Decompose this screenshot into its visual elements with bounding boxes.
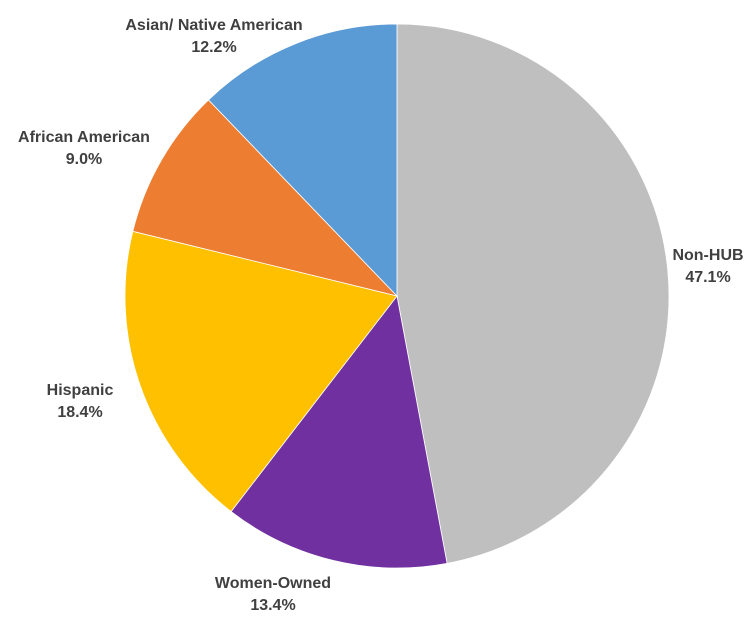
slice-value-label: 18.4% bbox=[57, 404, 102, 421]
pie-slice-non-hub bbox=[396, 23, 670, 564]
slice-category-label: Non-HUB bbox=[672, 247, 743, 264]
slice-value-label: 13.4% bbox=[250, 597, 295, 614]
pie-slice-women-owned bbox=[230, 295, 448, 569]
pie-slices bbox=[124, 23, 670, 569]
slice-category-label: Asian/ Native American bbox=[125, 17, 302, 34]
slice-category-label: Hispanic bbox=[47, 382, 114, 399]
pie-labels: Non-HUB 47.1% Women-Owned 13.4% Hispanic 18.4… bbox=[18, 17, 744, 614]
slice-category-label: African American bbox=[18, 129, 150, 146]
slice-value-label: 12.2% bbox=[191, 39, 236, 56]
slice-category-label: Women-Owned bbox=[215, 575, 331, 592]
pie-slice-hispanic bbox=[124, 230, 398, 513]
pie-slice-african-american bbox=[132, 99, 399, 297]
pie-slice-asian-native-american bbox=[207, 23, 398, 297]
slice-value-label: 47.1% bbox=[685, 269, 730, 286]
slice-value-label: 9.0% bbox=[66, 151, 102, 168]
